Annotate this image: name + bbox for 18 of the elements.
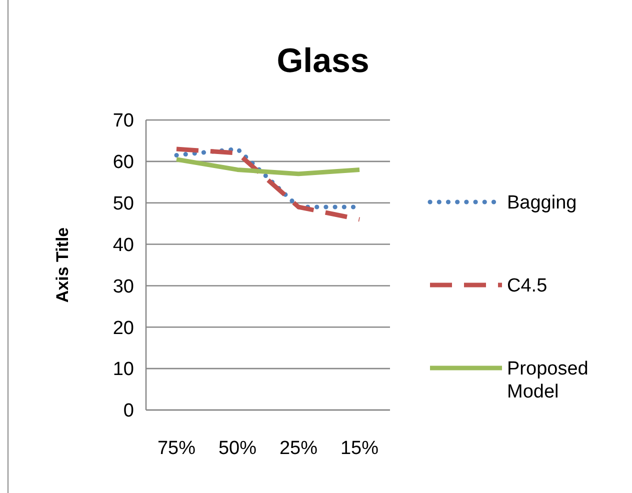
x-tick-label: 50% <box>218 438 257 459</box>
y-tick-label: 60 <box>112 152 134 174</box>
x-tick-label: 75% <box>157 438 196 459</box>
y-tick-label: 20 <box>112 318 134 339</box>
legend-label: C4.5 <box>507 276 548 297</box>
chart-title: Glass <box>276 42 370 80</box>
x-tick-label: 15% <box>340 438 379 459</box>
y-tick-label: 30 <box>112 276 134 298</box>
y-axis-title: Axis Title <box>53 227 72 303</box>
line-series <box>174 146 362 222</box>
y-tick-label: 70 <box>112 110 134 132</box>
y-tick-label: 10 <box>112 359 134 380</box>
y-tick-label: 50 <box>112 194 134 215</box>
legend-label: Proposed Model <box>507 358 588 402</box>
y-tick-label: 0 <box>123 400 134 422</box>
legend-label: Bagging <box>507 192 577 214</box>
y-tick-label: 40 <box>112 234 134 256</box>
x-tick-label: 25% <box>279 438 318 459</box>
